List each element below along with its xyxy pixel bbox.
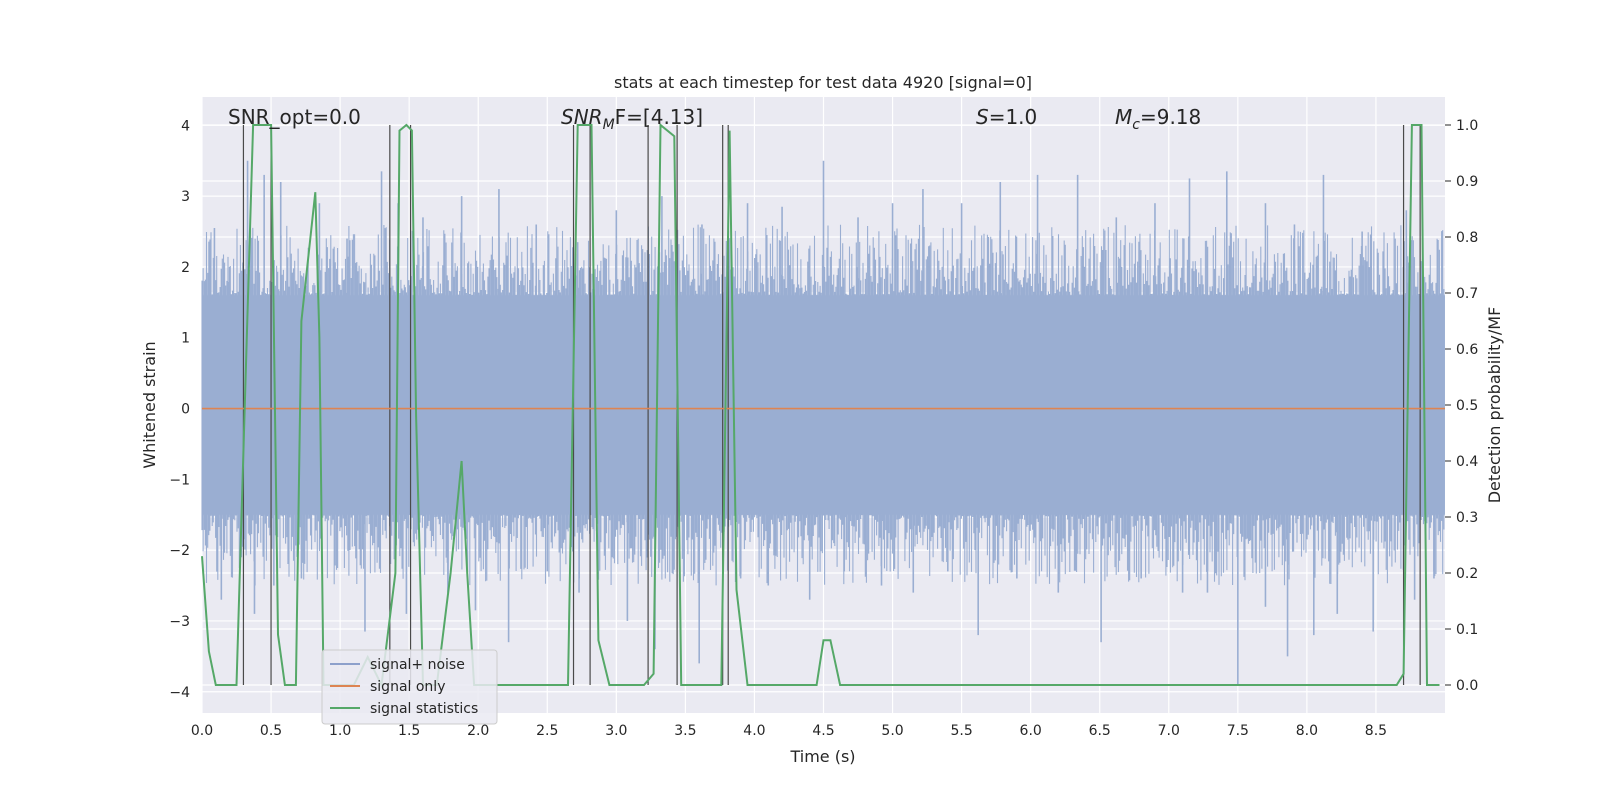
mc-tail: =9.18	[1140, 105, 1201, 129]
y-axis-ticks: 4 3 2 1 0 −1 −2 −3 −4	[169, 118, 190, 700]
x-tick-label: 4.5	[812, 723, 834, 739]
y2-tick-label: 0.5	[1456, 398, 1478, 414]
x-tick-label: 7.5	[1227, 723, 1249, 739]
y2-tick-label: 0.2	[1456, 566, 1478, 582]
y2-tick-label: 1.0	[1456, 118, 1478, 134]
s-tail: =1.0	[989, 105, 1038, 129]
x-tick-label: 1.0	[329, 723, 351, 739]
y2-axis-ticks: 1.0 0.9 0.8 0.7 0.6 0.5 0.4 0.3 0.2 0.1 0.0	[1445, 118, 1478, 694]
legend: signal+ noise signal only signal statist…	[321, 649, 498, 725]
s-annotation: S=1.0	[976, 105, 1037, 129]
y-tick-label: −4	[169, 685, 190, 701]
y2-tick-label: 0.3	[1456, 510, 1478, 526]
y2-axis-label: Detection probability/MF	[1485, 307, 1504, 504]
x-tick-label: 0.5	[260, 723, 282, 739]
legend-label-signal: signal only	[370, 679, 445, 695]
x-tick-label: 6.0	[1020, 723, 1042, 739]
x-tick-label: 0.0	[191, 723, 213, 739]
chart-title: stats at each timestep for test data 492…	[614, 73, 1032, 92]
s-main: S	[976, 105, 989, 129]
x-tick-label: 4.0	[743, 723, 765, 739]
legend-label-noise: signal+ noise	[370, 657, 465, 673]
y-tick-label: 4	[181, 118, 190, 134]
snr-mf-main: SNR	[561, 105, 603, 129]
x-tick-label: 3.0	[605, 723, 627, 739]
mc-sub: c	[1132, 117, 1140, 133]
y-axis-label: Whitened strain	[140, 341, 159, 468]
y2-tick-label: 0.0	[1456, 678, 1478, 694]
mc-annotation: Mc=9.18	[1115, 105, 1201, 133]
x-tick-label: 3.5	[674, 723, 696, 739]
y-tick-label: 1	[181, 331, 190, 347]
statistics-series	[201, 122, 1440, 689]
statistics-line	[201, 122, 1440, 689]
snr-mf-sub: M	[603, 117, 615, 133]
legend-box	[321, 649, 498, 725]
y-tick-label: −2	[169, 543, 190, 559]
snr-opt-annotation: SNR_opt=0.0	[228, 105, 361, 129]
y-tick-label: 3	[181, 189, 190, 205]
x-tick-label: 1.5	[398, 723, 420, 739]
y-tick-label: 2	[181, 260, 190, 276]
y-tick-label: −1	[169, 472, 190, 488]
y2-tick-label: 0.7	[1456, 286, 1478, 302]
x-tick-label: 7.0	[1158, 723, 1180, 739]
annotations: SNR_opt=0.0 SNRMF=[4.13] S=1.0 Mc=9.18	[228, 105, 1201, 133]
x-axis-ticks: 0.0 0.5 1.0 1.5 2.0 2.5 3.0 3.5 4.0 4.5 5.0 5.5 6.0 6…	[191, 723, 1387, 739]
x-tick-label: 8.5	[1365, 723, 1387, 739]
mc-main: M	[1115, 105, 1132, 129]
y2-tick-label: 0.9	[1456, 174, 1478, 190]
snr-mf-tail: F=[4.13]	[615, 105, 703, 129]
y2-tick-label: 0.6	[1456, 342, 1478, 358]
y2-tick-label: 0.4	[1456, 454, 1478, 470]
x-tick-label: 5.5	[950, 723, 972, 739]
x-tick-label: 6.5	[1089, 723, 1111, 739]
snr-mf-annotation: SNRMF=[4.13]	[561, 105, 703, 133]
noise-series	[201, 160, 1445, 685]
x-tick-label: 8.0	[1296, 723, 1318, 739]
y-tick-label: 0	[181, 402, 190, 418]
y2-tick-label: 0.1	[1456, 622, 1478, 638]
y-tick-label: −3	[169, 614, 190, 630]
y2-tick-label: 0.8	[1456, 230, 1478, 246]
x-axis-label: Time (s)	[789, 747, 855, 766]
x-tick-label: 2.0	[467, 723, 489, 739]
x-tick-label: 2.5	[536, 723, 558, 739]
legend-label-statistics: signal statistics	[370, 701, 478, 717]
x-tick-label: 5.0	[881, 723, 903, 739]
